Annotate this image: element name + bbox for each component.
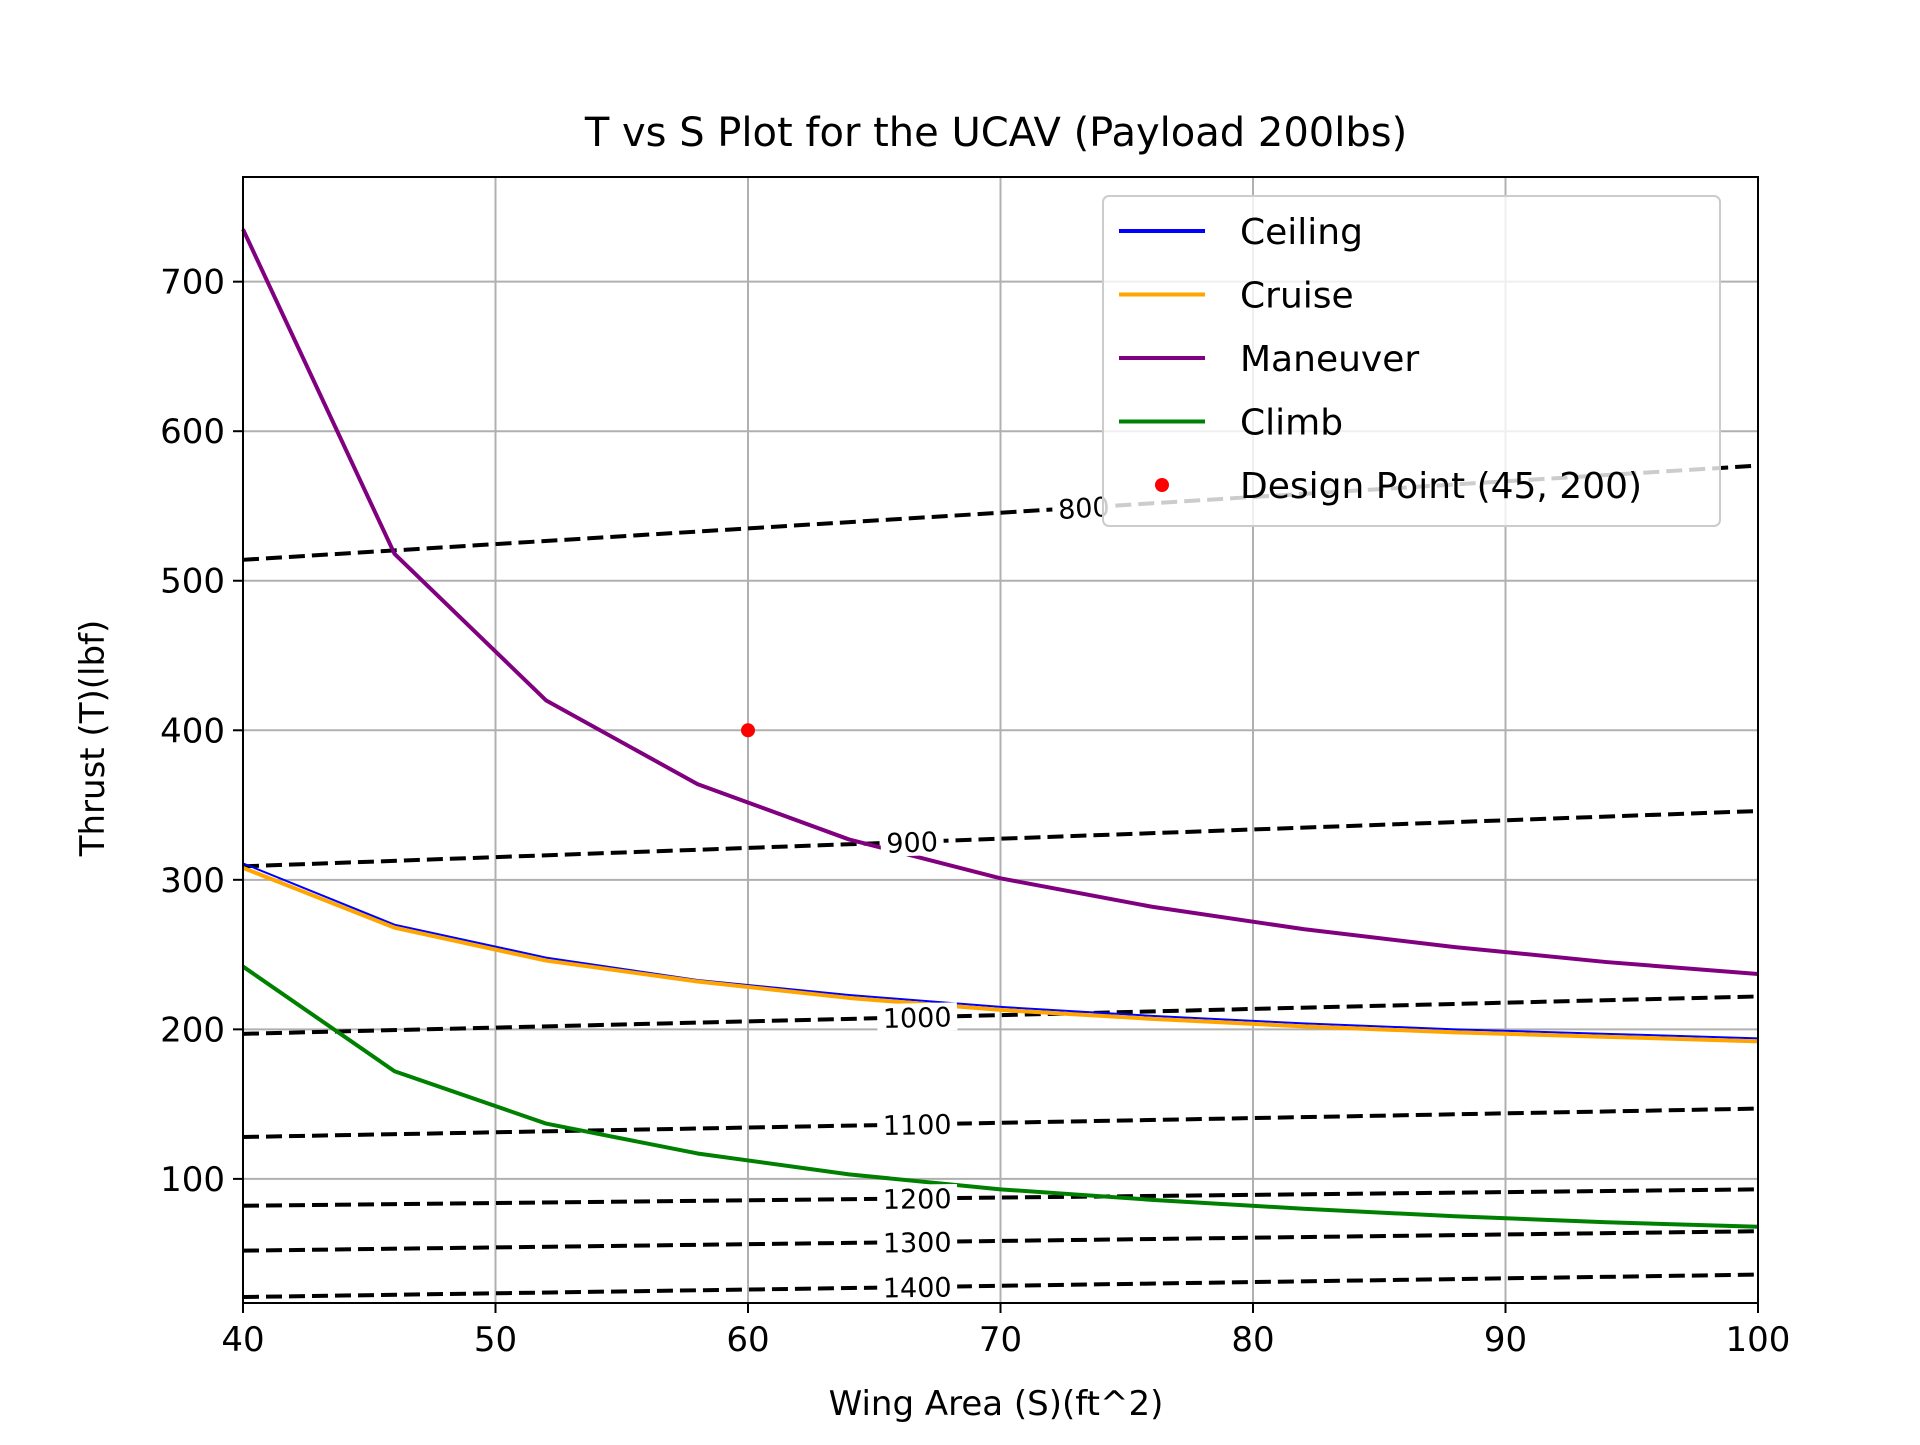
legend-swatch-design-point <box>1155 478 1169 492</box>
legend-label: Maneuver <box>1240 339 1419 380</box>
contour-label-1200: 1200 <box>883 1184 952 1216</box>
contour-label-background <box>876 1227 958 1257</box>
contour-label-background <box>877 1184 958 1213</box>
contour-labels: 800 900 1000 1100 1200 1300 1400 <box>876 491 1117 1305</box>
contour-label-group: 1000 <box>876 1002 958 1035</box>
contour-label-background <box>876 1109 958 1140</box>
y-tick-label: 100 <box>160 1160 225 1200</box>
series-line-climb <box>241 964 1759 1229</box>
contour-label-800: 800 <box>1057 492 1110 526</box>
design-point-marker <box>741 723 755 738</box>
contour-label-background <box>1051 491 1117 524</box>
x-tick-label: 70 <box>979 1320 1022 1360</box>
y-axis-label: Thrust (T)(lbf) <box>73 620 113 858</box>
legend-label: Cruise <box>1240 276 1354 317</box>
legend: Ceiling Cruise Maneuver Climb Design Point (… <box>1102 195 1721 527</box>
contour-label-group: 900 <box>880 826 945 860</box>
y-tick-label: 200 <box>160 1010 225 1050</box>
y-tick-label: 700 <box>160 263 225 303</box>
y-tick-label: 400 <box>160 711 225 751</box>
contour-label-background <box>880 826 945 858</box>
contour-label-group: 800 <box>1051 491 1117 526</box>
ticks: 40 50 60 70 80 90 100 100 200 300 400 500 600 700 <box>160 263 1790 1360</box>
series-line-cruise <box>242 865 1759 1044</box>
legend-label: Ceiling <box>1240 212 1363 253</box>
x-tick-label: 60 <box>726 1320 769 1360</box>
contour-label-900: 900 <box>886 827 939 860</box>
contour-label-group: 1400 <box>876 1272 958 1305</box>
design-point-layer <box>741 723 755 738</box>
contour-label-1000: 1000 <box>882 1002 951 1035</box>
x-axis-label: Wing Area (S)(ft^2) <box>829 1384 1164 1424</box>
contour-label-group: 1100 <box>876 1109 958 1142</box>
chart-title: T vs S Plot for the UCAV (Payload 200lbs… <box>584 110 1407 156</box>
y-tick-label: 500 <box>160 562 225 602</box>
x-tick-label: 40 <box>221 1320 264 1360</box>
contour-label-background <box>876 1002 958 1033</box>
legend-box <box>1102 195 1721 527</box>
x-tick-label: 100 <box>1726 1320 1791 1360</box>
y-tick-label: 600 <box>160 412 225 452</box>
series-line-maneuver <box>241 228 1759 977</box>
x-tick-label: 90 <box>1484 1320 1527 1360</box>
y-tick-label: 300 <box>160 861 225 901</box>
contour-label-1300: 1300 <box>883 1228 952 1260</box>
x-tick-label: 50 <box>474 1320 517 1360</box>
series-line-ceiling <box>242 862 1759 1040</box>
x-tick-label: 80 <box>1231 1320 1274 1360</box>
series <box>241 228 1759 1229</box>
legend-label: Climb <box>1240 403 1343 444</box>
contour-label-background <box>876 1272 958 1302</box>
contour-label-1400: 1400 <box>883 1273 952 1305</box>
contour-label-1100: 1100 <box>883 1110 952 1142</box>
contour-label-group: 1300 <box>876 1227 958 1260</box>
legend-label: Design Point (45, 200) <box>1240 466 1642 507</box>
contour-label-group: 1200 <box>877 1184 958 1216</box>
